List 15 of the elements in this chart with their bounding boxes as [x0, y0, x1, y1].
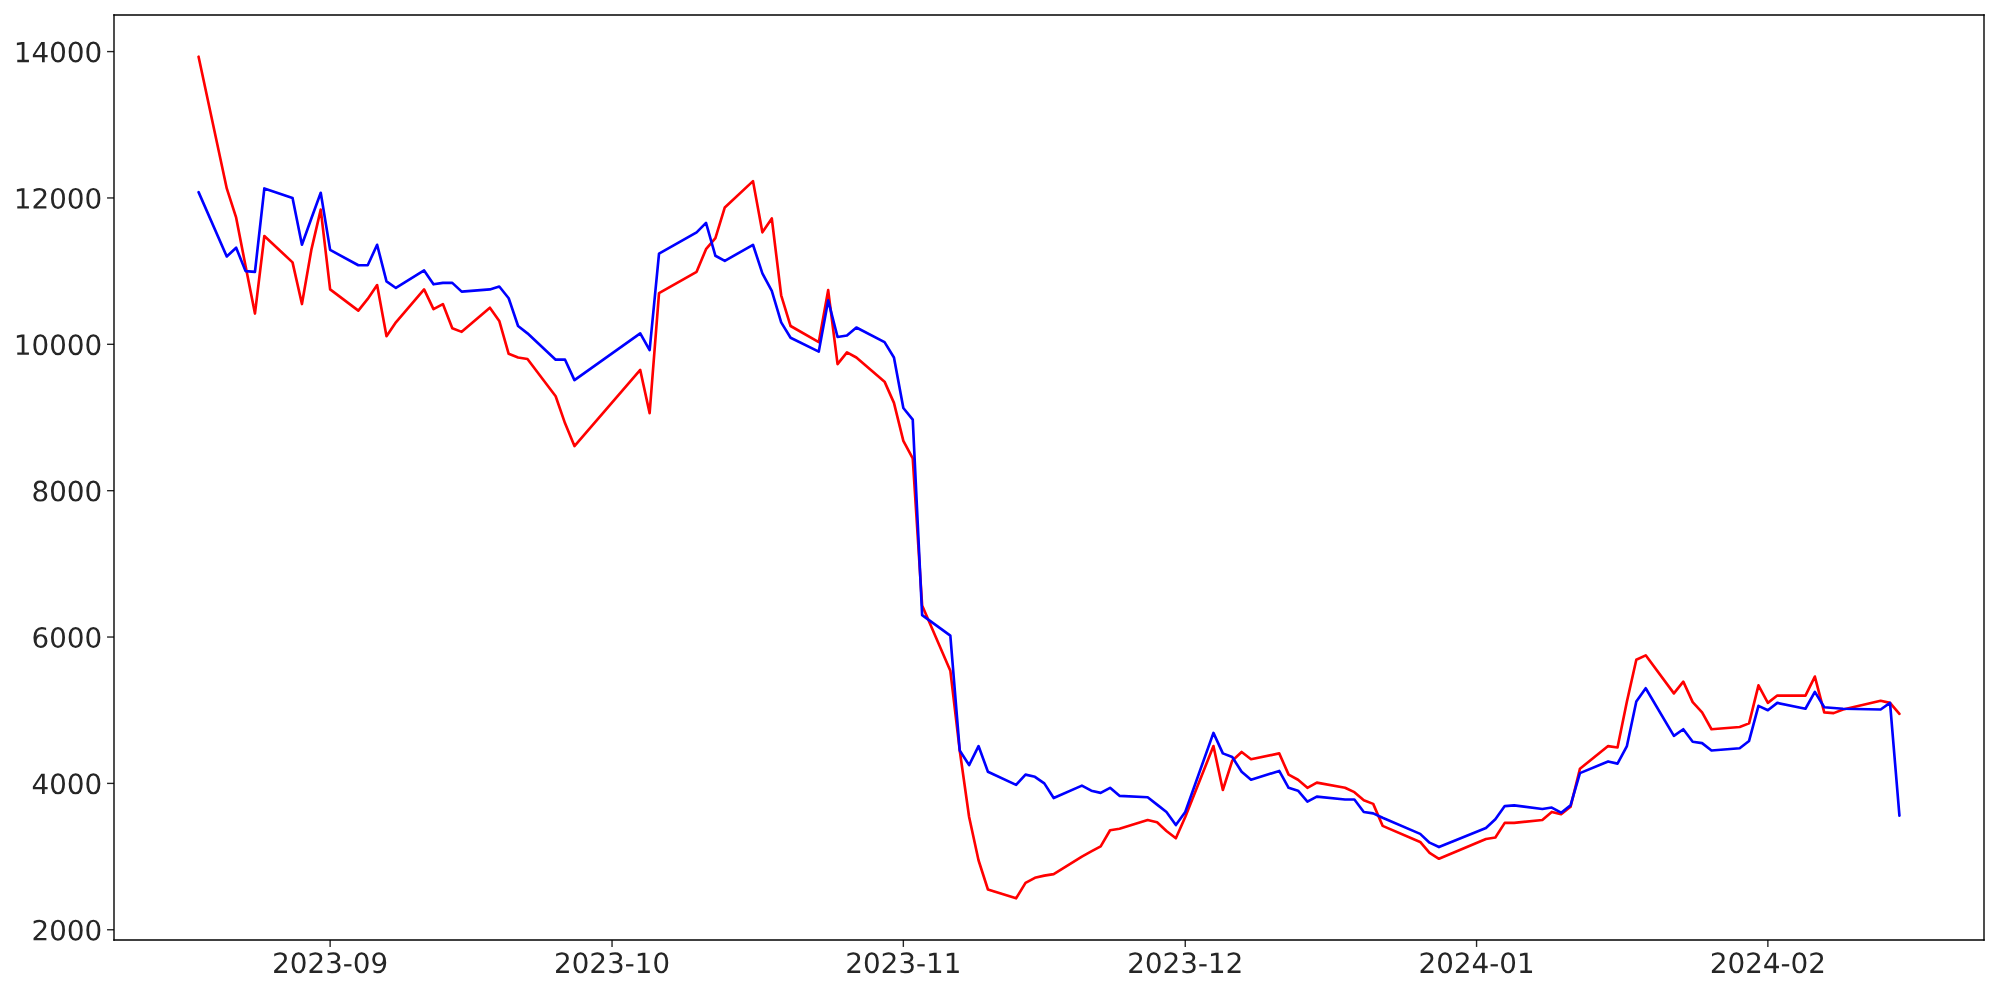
x-tick-label: 2023-10	[556, 952, 669, 974]
y-tick-label: 6000	[33, 626, 101, 648]
x-tick-label: 2023-12	[1129, 952, 1241, 974]
x-tick-label: 2024-02	[1711, 952, 1824, 974]
y-tick-label: 2000	[33, 919, 101, 941]
y-tick-label: 12000	[16, 187, 101, 209]
line-series	[197, 55, 1901, 900]
y-tick-label: 8000	[33, 480, 101, 502]
y-tick-label: 14000	[16, 41, 101, 63]
x-tick-label: 2023-09	[274, 952, 387, 974]
y-tick-label: 4000	[32, 773, 101, 795]
x-tick-label: 2024-01	[1420, 952, 1533, 974]
x-tick-label: 2023-11	[847, 952, 959, 974]
y-tick-label: 10000	[16, 334, 101, 356]
line-series	[197, 187, 1901, 849]
